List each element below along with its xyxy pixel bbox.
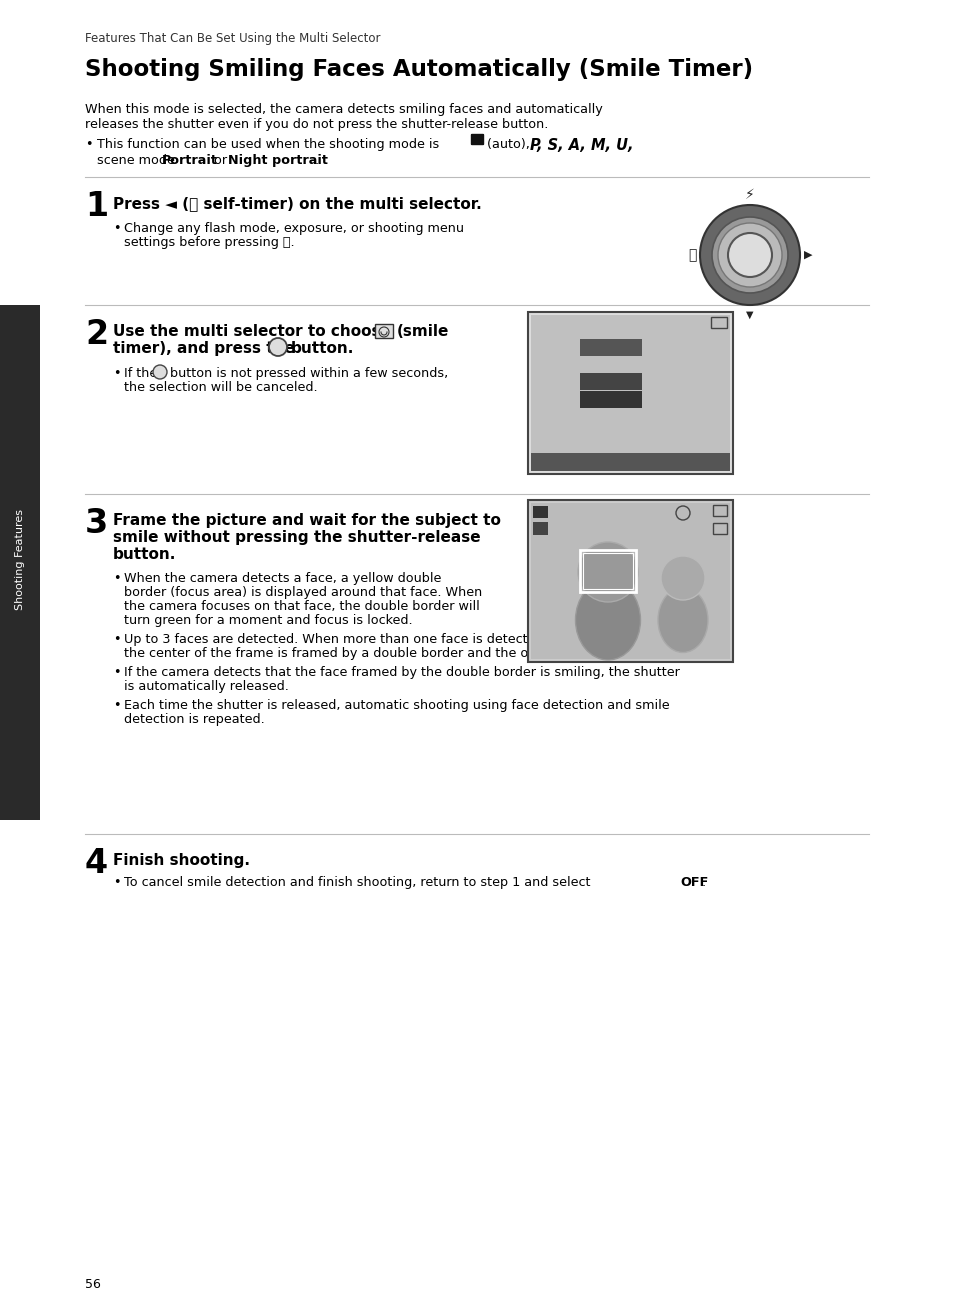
Text: Portrait: Portrait [162,154,217,167]
Bar [579,339,641,356]
Text: or: or [210,154,231,167]
Text: .: . [314,154,319,167]
Bar [531,315,729,470]
Text: (smile: (smile [396,325,449,339]
Text: Shooting Smiling Faces Automatically (Smile Timer): Shooting Smiling Faces Automatically (Sm… [85,58,752,81]
Text: When this mode is selected, the camera detects smiling faces and automatically: When this mode is selected, the camera d… [85,102,602,116]
Text: 2: 2 [85,318,108,351]
Text: OK: OK [272,343,284,352]
Text: the camera focuses on that face, the double border will: the camera focuses on that face, the dou… [124,600,479,614]
Text: button.: button. [291,342,354,356]
Text: smile without pressing the shutter-release: smile without pressing the shutter-relea… [112,530,480,545]
Bar [712,523,726,533]
Text: FHD: FHD [713,608,727,614]
Text: ▶: ▶ [803,250,811,260]
Text: ⌛: ⌛ [687,248,696,261]
Text: (auto),: (auto), [486,138,534,151]
Text: •: • [112,633,120,646]
Circle shape [152,365,167,378]
Text: scene mode: scene mode [97,154,179,167]
Bar [0,305,40,820]
Text: ⌛10: ⌛10 [539,334,560,344]
Text: •: • [112,666,120,679]
Circle shape [700,205,800,305]
Text: If the camera detects that the face framed by the double border is smiling, the : If the camera detects that the face fram… [124,666,679,679]
Bar [533,522,547,535]
Bar [527,311,732,474]
Text: P, S, A, M, U,: P, S, A, M, U, [530,138,633,152]
Text: is automatically released.: is automatically released. [124,681,289,692]
Text: If the: If the [124,367,157,380]
Circle shape [269,338,287,356]
Text: Press ◄ (⌛ self-timer) on the multi selector.: Press ◄ (⌛ self-timer) on the multi sele… [112,196,481,212]
Ellipse shape [658,587,707,653]
Text: •: • [112,367,120,380]
Text: Frame the picture and wait for the subject to: Frame the picture and wait for the subje… [112,512,500,528]
Text: This function can be used when the shooting mode is: This function can be used when the shoot… [97,138,438,151]
Text: To cancel smile detection and finish shooting, return to step 1 and select: To cancel smile detection and finish sho… [124,876,594,890]
Text: ⚡: ⚡ [744,188,754,202]
Bar [582,553,633,589]
Text: the selection will be canceled.: the selection will be canceled. [124,381,317,394]
Text: turn green for a moment and focus is locked.: turn green for a moment and focus is loc… [124,614,413,627]
Bar [579,373,641,390]
Bar [375,325,393,338]
Bar [712,505,726,516]
Text: OK: OK [154,369,166,374]
Text: 2.5m  0s: 2.5m 0s [695,616,727,625]
Text: Use the multi selector to choose: Use the multi selector to choose [112,325,391,339]
Text: Night portrait: Night portrait [228,154,328,167]
Text: button is not pressed within a few seconds,: button is not pressed within a few secon… [170,367,448,380]
Text: OFF: OFF [582,392,607,402]
Text: Shooting Features: Shooting Features [15,510,25,611]
Text: 1080: 1080 [706,600,727,608]
Text: ⌛10s: ⌛10s [582,339,611,350]
Text: detection is repeated.: detection is repeated. [124,714,265,727]
Text: settings before pressing ⌛.: settings before pressing ⌛. [124,237,294,248]
Bar [531,503,729,660]
Text: button.: button. [112,547,176,562]
Text: OK: OK [740,250,759,260]
Text: Finish shooting.: Finish shooting. [112,853,250,869]
Bar [533,506,547,518]
Text: When the camera detects a face, a yellow double: When the camera detects a face, a yellow… [124,572,441,585]
Text: .: . [701,876,705,890]
Text: OFF: OFF [679,876,708,890]
Text: the center of the frame is framed by a double border and the others by single bo: the center of the frame is framed by a d… [124,646,679,660]
Text: Up to 3 faces are detected. When more than one face is detected, the face closes: Up to 3 faces are detected. When more th… [124,633,669,646]
Circle shape [578,541,638,602]
Circle shape [727,233,771,277]
Text: ☺: ☺ [582,374,596,388]
Text: 3: 3 [85,507,108,540]
Bar [579,392,641,409]
Bar [531,453,729,470]
FancyBboxPatch shape [471,134,483,145]
Text: releases the shutter even if you do not press the shutter-release button.: releases the shutter even if you do not … [85,118,548,131]
Text: ⌛ 2s: ⌛ 2s [582,357,605,368]
Text: Features That Can Be Set Using the Multi Selector: Features That Can Be Set Using the Multi… [85,32,380,45]
Text: NORM: NORM [700,625,727,633]
Circle shape [718,223,781,286]
Text: Smile timer: Smile timer [598,465,661,474]
Ellipse shape [575,579,639,660]
Text: •: • [112,572,120,585]
Text: •: • [112,699,120,712]
Text: 1: 1 [85,191,108,223]
Text: Change any flash mode, exposure, or shooting menu: Change any flash mode, exposure, or shoo… [124,222,463,235]
Circle shape [660,556,704,600]
Bar [527,501,732,662]
Text: 56: 56 [85,1279,101,1290]
Text: •: • [112,876,120,890]
Text: 4: 4 [85,848,108,880]
Circle shape [711,217,787,293]
Bar [710,317,726,328]
Text: Each time the shutter is released, automatic shooting using face detection and s: Each time the shutter is released, autom… [124,699,669,712]
Text: timer), and press the: timer), and press the [112,342,294,356]
Text: •: • [85,138,92,151]
Bar [579,551,636,593]
Text: ▼: ▼ [745,310,753,321]
Text: •: • [112,222,120,235]
Text: border (focus area) is displayed around that face. When: border (focus area) is displayed around … [124,586,482,599]
Text: 1/250   F5.6   I   840: 1/250 F5.6 I 840 [537,654,614,664]
